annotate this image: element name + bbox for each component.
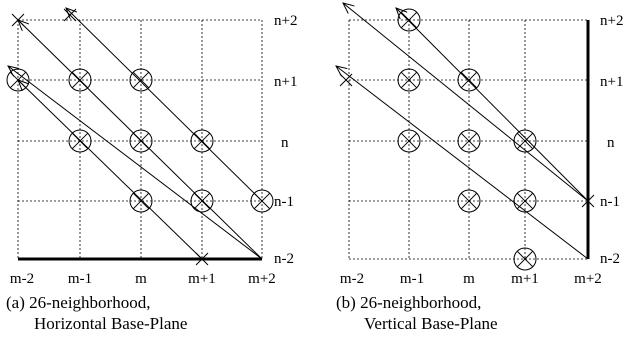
- circled-cross-icon: [516, 250, 534, 268]
- x-axis-labels: m-2 m-1 m m+1 m+2: [10, 271, 276, 287]
- x-label: m: [135, 271, 147, 287]
- circled-cross-icon: [397, 129, 421, 153]
- circled-cross-icon: [9, 71, 27, 89]
- y-label: n+2: [600, 13, 623, 29]
- circled-cross-icon: [68, 129, 92, 153]
- y-label: n+1: [274, 74, 297, 90]
- x-label: m-1: [68, 271, 92, 287]
- circled-cross-icon: [71, 132, 89, 150]
- diagonal-lines: [336, 3, 589, 260]
- circled-cross-icon: [457, 189, 481, 213]
- x-label: m+1: [511, 271, 539, 287]
- x-label: m-1: [400, 271, 424, 287]
- circled-cross-icon: [132, 71, 150, 89]
- circled-cross-icon: [250, 189, 274, 213]
- caption-line: Vertical Base-Plane: [364, 314, 498, 333]
- arrow-icon: [396, 8, 589, 202]
- y-label: n: [607, 135, 615, 151]
- circled-cross-icon: [68, 68, 92, 92]
- circled-cross-icon: [457, 129, 481, 153]
- circled-cross-icon: [132, 132, 150, 150]
- y-label: n: [281, 135, 289, 151]
- panel-vertical-base-plane: m-2 m-1 m m+1 m+2 n+2 n+1 n n-1 n-2: [336, 3, 623, 287]
- circled-cross-icon: [513, 247, 537, 271]
- diagonal-lines: [8, 8, 263, 260]
- circled-cross-icon: [513, 129, 537, 153]
- circled-cross-icon: [190, 189, 214, 213]
- circled-cross-icon: [129, 68, 153, 92]
- arrow-icon: [8, 66, 263, 260]
- x-axis-labels: m-2 m-1 m m+1 m+2: [340, 271, 602, 287]
- circled-cross-icon: [129, 129, 153, 153]
- circled-cross-icon: [400, 132, 418, 150]
- x-label: m-2: [340, 271, 364, 287]
- caption-line: (b) 26-neighborhood,: [336, 293, 482, 312]
- circled-cross-icon: [190, 129, 214, 153]
- cross-icon: [339, 73, 353, 87]
- cross-icon: [63, 8, 77, 22]
- arrow-icon: [336, 66, 589, 260]
- x-label: m: [463, 271, 475, 287]
- x-label: m+2: [574, 271, 602, 287]
- y-label: n-2: [600, 251, 620, 267]
- circled-cross-icon: [132, 192, 150, 210]
- circled-cross-icon: [193, 192, 211, 210]
- circled-cross-icon: [460, 132, 478, 150]
- caption-b: (b) 26-neighborhood, Vertical Base-Plane: [336, 292, 498, 334]
- circled-cross-icon: [513, 189, 537, 213]
- circled-cross-icon: [193, 132, 211, 150]
- arrow-icon: [18, 80, 203, 260]
- y-label: n+1: [600, 74, 623, 90]
- caption-line: Horizontal Base-Plane: [34, 314, 188, 333]
- circled-cross-icon: [400, 11, 418, 29]
- arrow-icon: [66, 8, 263, 202]
- x-label: m+1: [188, 271, 216, 287]
- circled-cross-icon: [460, 71, 478, 89]
- circled-cross-icon: [457, 68, 481, 92]
- circled-cross-markers: [397, 8, 537, 271]
- circled-cross-icon: [460, 192, 478, 210]
- caption-line: (a) 26-neighborhood,: [6, 293, 151, 312]
- grid: [348, 19, 589, 260]
- circled-cross-markers: [6, 68, 274, 213]
- cross-icon: [11, 13, 25, 27]
- x-label: m+2: [248, 271, 276, 287]
- y-label: n-2: [274, 251, 294, 267]
- circled-cross-icon: [400, 71, 418, 89]
- y-label: n+2: [274, 13, 297, 29]
- cross-icon: [195, 252, 209, 266]
- y-label: n-1: [600, 194, 620, 210]
- y-axis-labels: n+2 n+1 n n-1 n-2: [600, 13, 623, 267]
- circled-cross-icon: [253, 192, 271, 210]
- cross-icon: [581, 194, 595, 208]
- panel-horizontal-base-plane: m-2 m-1 m m+1 m+2 n+2 n+1 n n-1 n-2: [6, 8, 297, 287]
- circled-cross-icon: [516, 132, 534, 150]
- y-axis-labels: n+2 n+1 n n-1 n-2: [274, 13, 297, 267]
- caption-a: (a) 26-neighborhood, Horizontal Base-Pla…: [6, 292, 187, 334]
- cross-markers: [339, 73, 595, 208]
- arrow-icon: [343, 3, 589, 202]
- circled-cross-icon: [516, 192, 534, 210]
- circled-cross-icon: [71, 71, 89, 89]
- circled-cross-icon: [397, 8, 421, 32]
- circled-cross-icon: [6, 68, 30, 92]
- circled-cross-icon: [129, 189, 153, 213]
- circled-cross-icon: [397, 68, 421, 92]
- cross-markers: [11, 8, 209, 266]
- x-label: m-2: [10, 271, 34, 287]
- y-label: n-1: [274, 194, 294, 210]
